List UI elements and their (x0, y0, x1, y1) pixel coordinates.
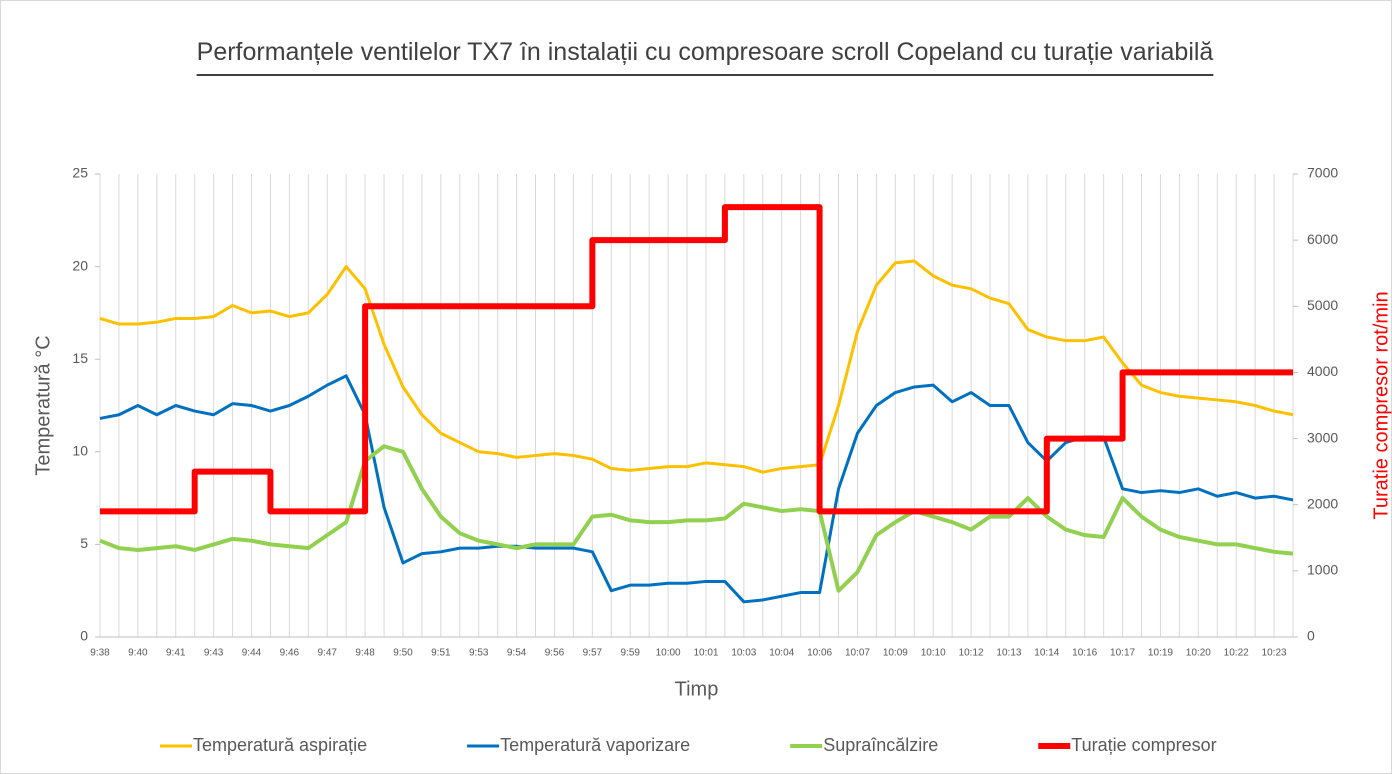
legend-label: Turație compresor (1071, 735, 1216, 755)
x-tick-label: 10:04 (769, 648, 794, 659)
y-tick-label: 0 (80, 628, 88, 644)
chart-title: Performanțele ventilelor TX7 în instalaț… (196, 38, 1214, 66)
x-tick-label: 10:03 (731, 648, 756, 659)
x-tick-label: 9:59 (620, 648, 640, 659)
x-tick-label: 10:09 (883, 648, 908, 659)
y2-tick-label: 2000 (1307, 495, 1338, 511)
x-tick-label: 9:47 (318, 648, 338, 659)
x-tick-label: 10:22 (1224, 648, 1249, 659)
series-line (99, 259, 1294, 474)
x-tick-label: 9:56 (545, 648, 565, 659)
y2-tick-label: 0 (1307, 628, 1315, 644)
y2-tick-label: 1000 (1307, 562, 1338, 578)
x-tick-label: 10:17 (1110, 648, 1135, 659)
x-tick-label: 10:16 (1072, 648, 1097, 659)
x-tick-label: 9:50 (393, 648, 413, 659)
x-tick-label: 10:12 (959, 648, 984, 659)
y-tick-label: 10 (72, 443, 88, 459)
x-tick-label: 9:48 (355, 648, 375, 659)
x-tick-label: 9:53 (469, 648, 489, 659)
y-tick-label: 20 (72, 257, 88, 273)
x-tick-label: 10:13 (996, 648, 1021, 659)
x-tick-label: 9:44 (242, 648, 262, 659)
x-tick-label: 9:40 (128, 648, 148, 659)
series-line (99, 374, 1294, 604)
x-tick-label: 10:19 (1148, 648, 1173, 659)
y2-tick-label: 4000 (1307, 363, 1338, 379)
x-axis-label: Timp (675, 678, 719, 700)
y2-tick-label: 7000 (1307, 165, 1338, 181)
y2-axis-label: Turatie compresor rot/min (1370, 291, 1392, 519)
y-tick-label: 15 (72, 350, 88, 366)
x-tick-label: 10:14 (1034, 648, 1059, 659)
y2-tick-label: 3000 (1307, 429, 1338, 445)
x-tick-label: 9:38 (90, 648, 110, 659)
x-tick-label: 9:57 (583, 648, 603, 659)
y2-tick-label: 5000 (1307, 297, 1338, 313)
x-tick-label: 10:20 (1186, 648, 1211, 659)
x-tick-label: 10:06 (807, 648, 832, 659)
legend-label: Supraîncălzire (823, 735, 938, 755)
x-tick-label: 9:43 (204, 648, 224, 659)
x-tick-label: 9:51 (431, 648, 451, 659)
series-line (100, 204, 1293, 515)
x-tick-label: 10:00 (656, 648, 681, 659)
x-tick-label: 10:23 (1262, 648, 1287, 659)
legend-label: Temperatură vaporizare (500, 735, 690, 755)
x-tick-label: 9:54 (507, 648, 527, 659)
x-tick-label: 9:41 (166, 648, 186, 659)
y-tick-label: 5 (80, 535, 88, 551)
series-line (99, 444, 1294, 593)
y2-tick-label: 6000 (1307, 231, 1338, 247)
x-tick-label: 10:01 (693, 648, 718, 659)
legend-label: Temperatură aspirație (193, 735, 367, 755)
x-tick-label: 10:07 (845, 648, 870, 659)
x-tick-label: 9:46 (280, 648, 300, 659)
y-axis-label: Temperatură °C (32, 335, 54, 475)
x-tick-label: 10:10 (921, 648, 946, 659)
y-tick-label: 25 (72, 165, 88, 181)
